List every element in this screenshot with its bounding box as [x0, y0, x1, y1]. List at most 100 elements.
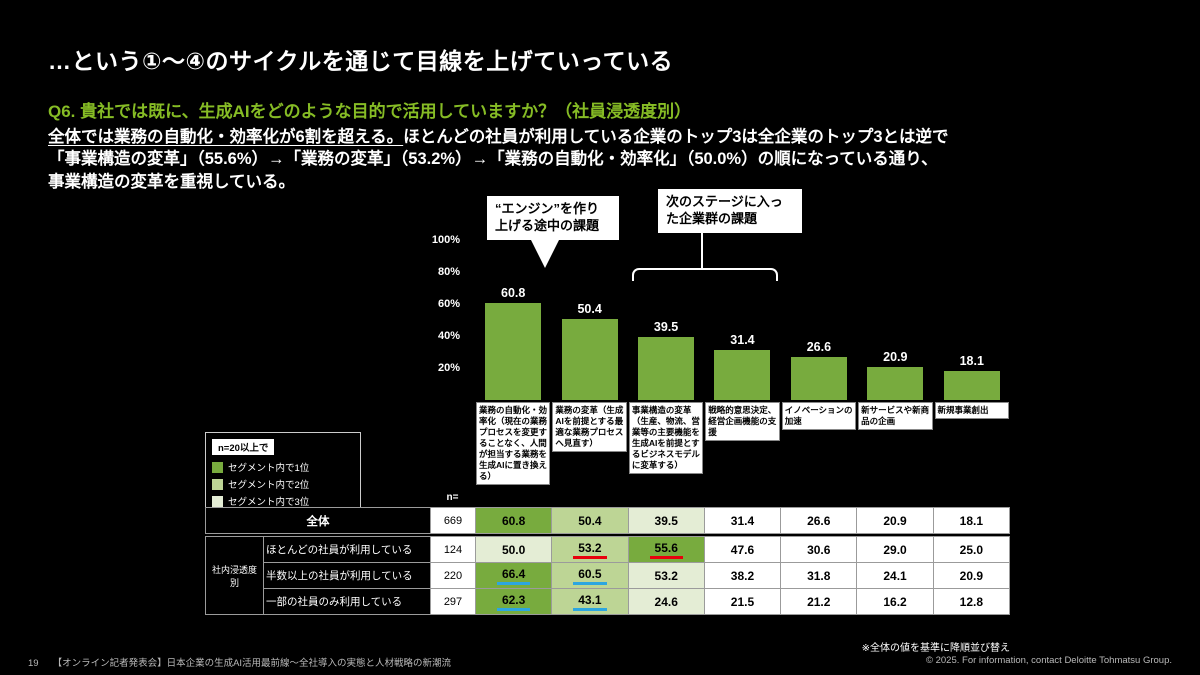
segment-table: 社内浸透度別 ほとんどの社員が利用している 124 50.0 53.2 55.6 47.6 3… — [205, 536, 1011, 615]
bar-value-label: 60.8 — [501, 285, 526, 300]
table-value-cell: 31.8 — [780, 562, 858, 589]
table-value-cell: 31.4 — [703, 507, 782, 534]
bar-value-label: 50.4 — [577, 302, 602, 317]
legend: n=20以上で セグメント内で1位 セグメント内で2位 セグメント内で3位 — [205, 432, 361, 516]
category-label: 新サービスや新商品の企画 — [858, 402, 933, 431]
bar-column: 31.4 — [704, 333, 780, 400]
category-label: イノベーションの加速 — [781, 402, 857, 431]
table-value-cell: 50.0 — [474, 536, 553, 563]
y-tick-label: 100% — [431, 234, 460, 246]
table-value-cell: 53.2 — [551, 536, 629, 563]
legend-items: セグメント内で1位 セグメント内で2位 セグメント内で3位 — [212, 460, 354, 508]
table-value-cell: 20.9 — [932, 562, 1011, 589]
table-row-label: 半数以上の社員が利用している — [263, 562, 431, 589]
summary-underlined: 全体では業務の自動化・効率化が6割を超える。 — [48, 128, 404, 146]
legend-swatch — [212, 495, 223, 507]
summary-text: 全体では業務の自動化・効率化が6割を超える。ほとんどの社員が利用している企業のト… — [48, 126, 1048, 193]
summary-line3: 事業構造の変革を重視している。 — [48, 172, 296, 191]
legend-item-label: セグメント内で2位 — [228, 480, 310, 491]
table-value-cell: 30.6 — [780, 536, 858, 563]
category-label: 事業構造の変革（生産、物流、営業等の主要機能を生成AIを前提とするビジネスモデル… — [628, 402, 704, 475]
overall-table: 全体 669 60.8 50.4 39.5 31.4 26.6 20.9 18.1 — [205, 507, 1011, 534]
table-value-cell: 16.2 — [856, 588, 934, 615]
table-value-cell: 60.5 — [551, 562, 629, 589]
legend-item: セグメント内で3位 — [212, 494, 354, 508]
table-row-label: ほとんどの社員が利用している — [263, 536, 431, 563]
table-value-cell: 62.3 — [474, 588, 553, 615]
table-n-cell: 669 — [430, 507, 476, 534]
table-row: 半数以上の社員が利用している 220 66.4 60.5 53.2 38.2 31.8 24.… — [206, 562, 1011, 589]
bar-value-label: 39.5 — [653, 319, 679, 334]
legend-swatch — [212, 461, 223, 473]
page-number: 19 — [28, 658, 39, 669]
bar — [790, 357, 847, 400]
legend-item: セグメント内で2位 — [212, 477, 354, 491]
table-value-cell: 21.5 — [703, 588, 782, 615]
y-tick-label: 60% — [437, 298, 460, 310]
bar — [638, 336, 695, 400]
bar — [714, 349, 771, 400]
bar-column: 20.9 — [857, 350, 933, 400]
footer-copyright: © 2025. For information, contact Deloitt… — [925, 655, 1172, 666]
y-tick-label: 40% — [437, 330, 460, 342]
bar — [943, 371, 1000, 400]
table-n-cell: 220 — [430, 562, 476, 589]
bar-column: 18.1 — [934, 354, 1010, 400]
page-title: …という①～④のサイクルを通じて目線を上げていっている — [48, 48, 674, 74]
footer-title: 【オンライン記者発表会】日本企業の生成AI活用最前線～全社導入の実態と人材戦略の… — [52, 658, 452, 669]
n-column-header: n= — [446, 492, 459, 503]
table-value-cell: 38.2 — [703, 562, 782, 589]
bar — [867, 366, 924, 400]
category-label: 戦略的意思決定、経営企画機能の支援 — [705, 402, 780, 442]
table-value-cell: 29.0 — [856, 536, 934, 563]
summary-line2: 「事業構造の変革」（55.6%）→「業務の変革」（53.2%）→「業務の自動化・… — [48, 150, 938, 169]
y-tick-label: 20% — [437, 362, 460, 374]
table-value-cell: 60.8 — [474, 507, 553, 534]
bar — [485, 302, 542, 400]
y-tick-label: 80% — [437, 266, 460, 278]
callout-engine-challenge: “エンジン”を作り上げる途中の課題 — [487, 196, 619, 240]
callout-connector-line — [701, 229, 703, 269]
footer-left: 19 【オンライン記者発表会】日本企業の生成AI活用最前線～全社導入の実態と人材戦… — [28, 655, 451, 669]
table-n-cell: 297 — [430, 588, 476, 615]
bar-value-label: 18.1 — [959, 354, 984, 369]
bar-value-label: 31.4 — [730, 332, 755, 347]
table-value-cell: 25.0 — [932, 536, 1011, 563]
table-value-cell: 66.4 — [474, 562, 553, 589]
bar — [561, 319, 618, 400]
sort-note: ※全体の値を基準に降順並び替え — [861, 643, 1010, 654]
legend-swatch — [212, 478, 223, 490]
bar-value-label: 26.6 — [806, 340, 832, 355]
legend-header: n=20以上で — [212, 439, 275, 455]
category-label: 業務の自動化・効率化（現在の業務プロセスを変更することなく、人間が担当する業務を… — [476, 402, 551, 486]
legend-item: セグメント内で1位 — [212, 460, 354, 474]
table-row-label: 全体 — [205, 507, 431, 534]
y-axis: 100% 80% 60% 40% 20% — [400, 234, 468, 400]
bar-column: 26.6 — [781, 340, 857, 400]
callout-next-stage-challenge: 次のステージに入った企業群の課題 — [658, 189, 802, 233]
table-value-cell: 47.6 — [703, 536, 782, 563]
bar-column: 39.5 — [628, 320, 704, 400]
bar-series: 60.8 50.4 39.5 31.4 26.6 20.9 18.1 — [475, 240, 1010, 400]
table-row: 一部の社員のみ利用している 297 62.3 43.1 24.6 21.5 21.2 16.2… — [206, 588, 1011, 615]
summary-line1-rest: ほとんどの社員が利用している企業のトップ3は全企業のトップ3とは逆で — [403, 128, 949, 146]
table-row-label: 一部の社員のみ利用している — [263, 588, 431, 615]
legend-item-label: セグメント内で3位 — [228, 497, 310, 508]
table-n-cell: 124 — [430, 536, 476, 563]
table-value-cell: 26.6 — [780, 507, 858, 534]
table-value-cell: 12.8 — [932, 588, 1011, 615]
bar-value-label: 20.9 — [883, 349, 908, 364]
table-value-cell: 20.9 — [856, 507, 934, 534]
bar-column: 60.8 — [475, 286, 551, 400]
table-value-cell: 39.5 — [627, 507, 705, 534]
table-value-cell: 43.1 — [551, 588, 629, 615]
bar-column: 50.4 — [551, 302, 627, 400]
legend-item-label: セグメント内で1位 — [228, 463, 310, 474]
table-value-cell: 53.2 — [627, 562, 705, 589]
question-heading: Q6. 貴社では既に、生成AIをどのような目的で活用していますか？（社員浸透度別… — [48, 102, 692, 121]
bracket-bars-3-4 — [632, 268, 778, 281]
table-value-cell: 24.1 — [856, 562, 934, 589]
table-value-cell: 18.1 — [932, 507, 1011, 534]
table-value-cell: 50.4 — [551, 507, 629, 534]
